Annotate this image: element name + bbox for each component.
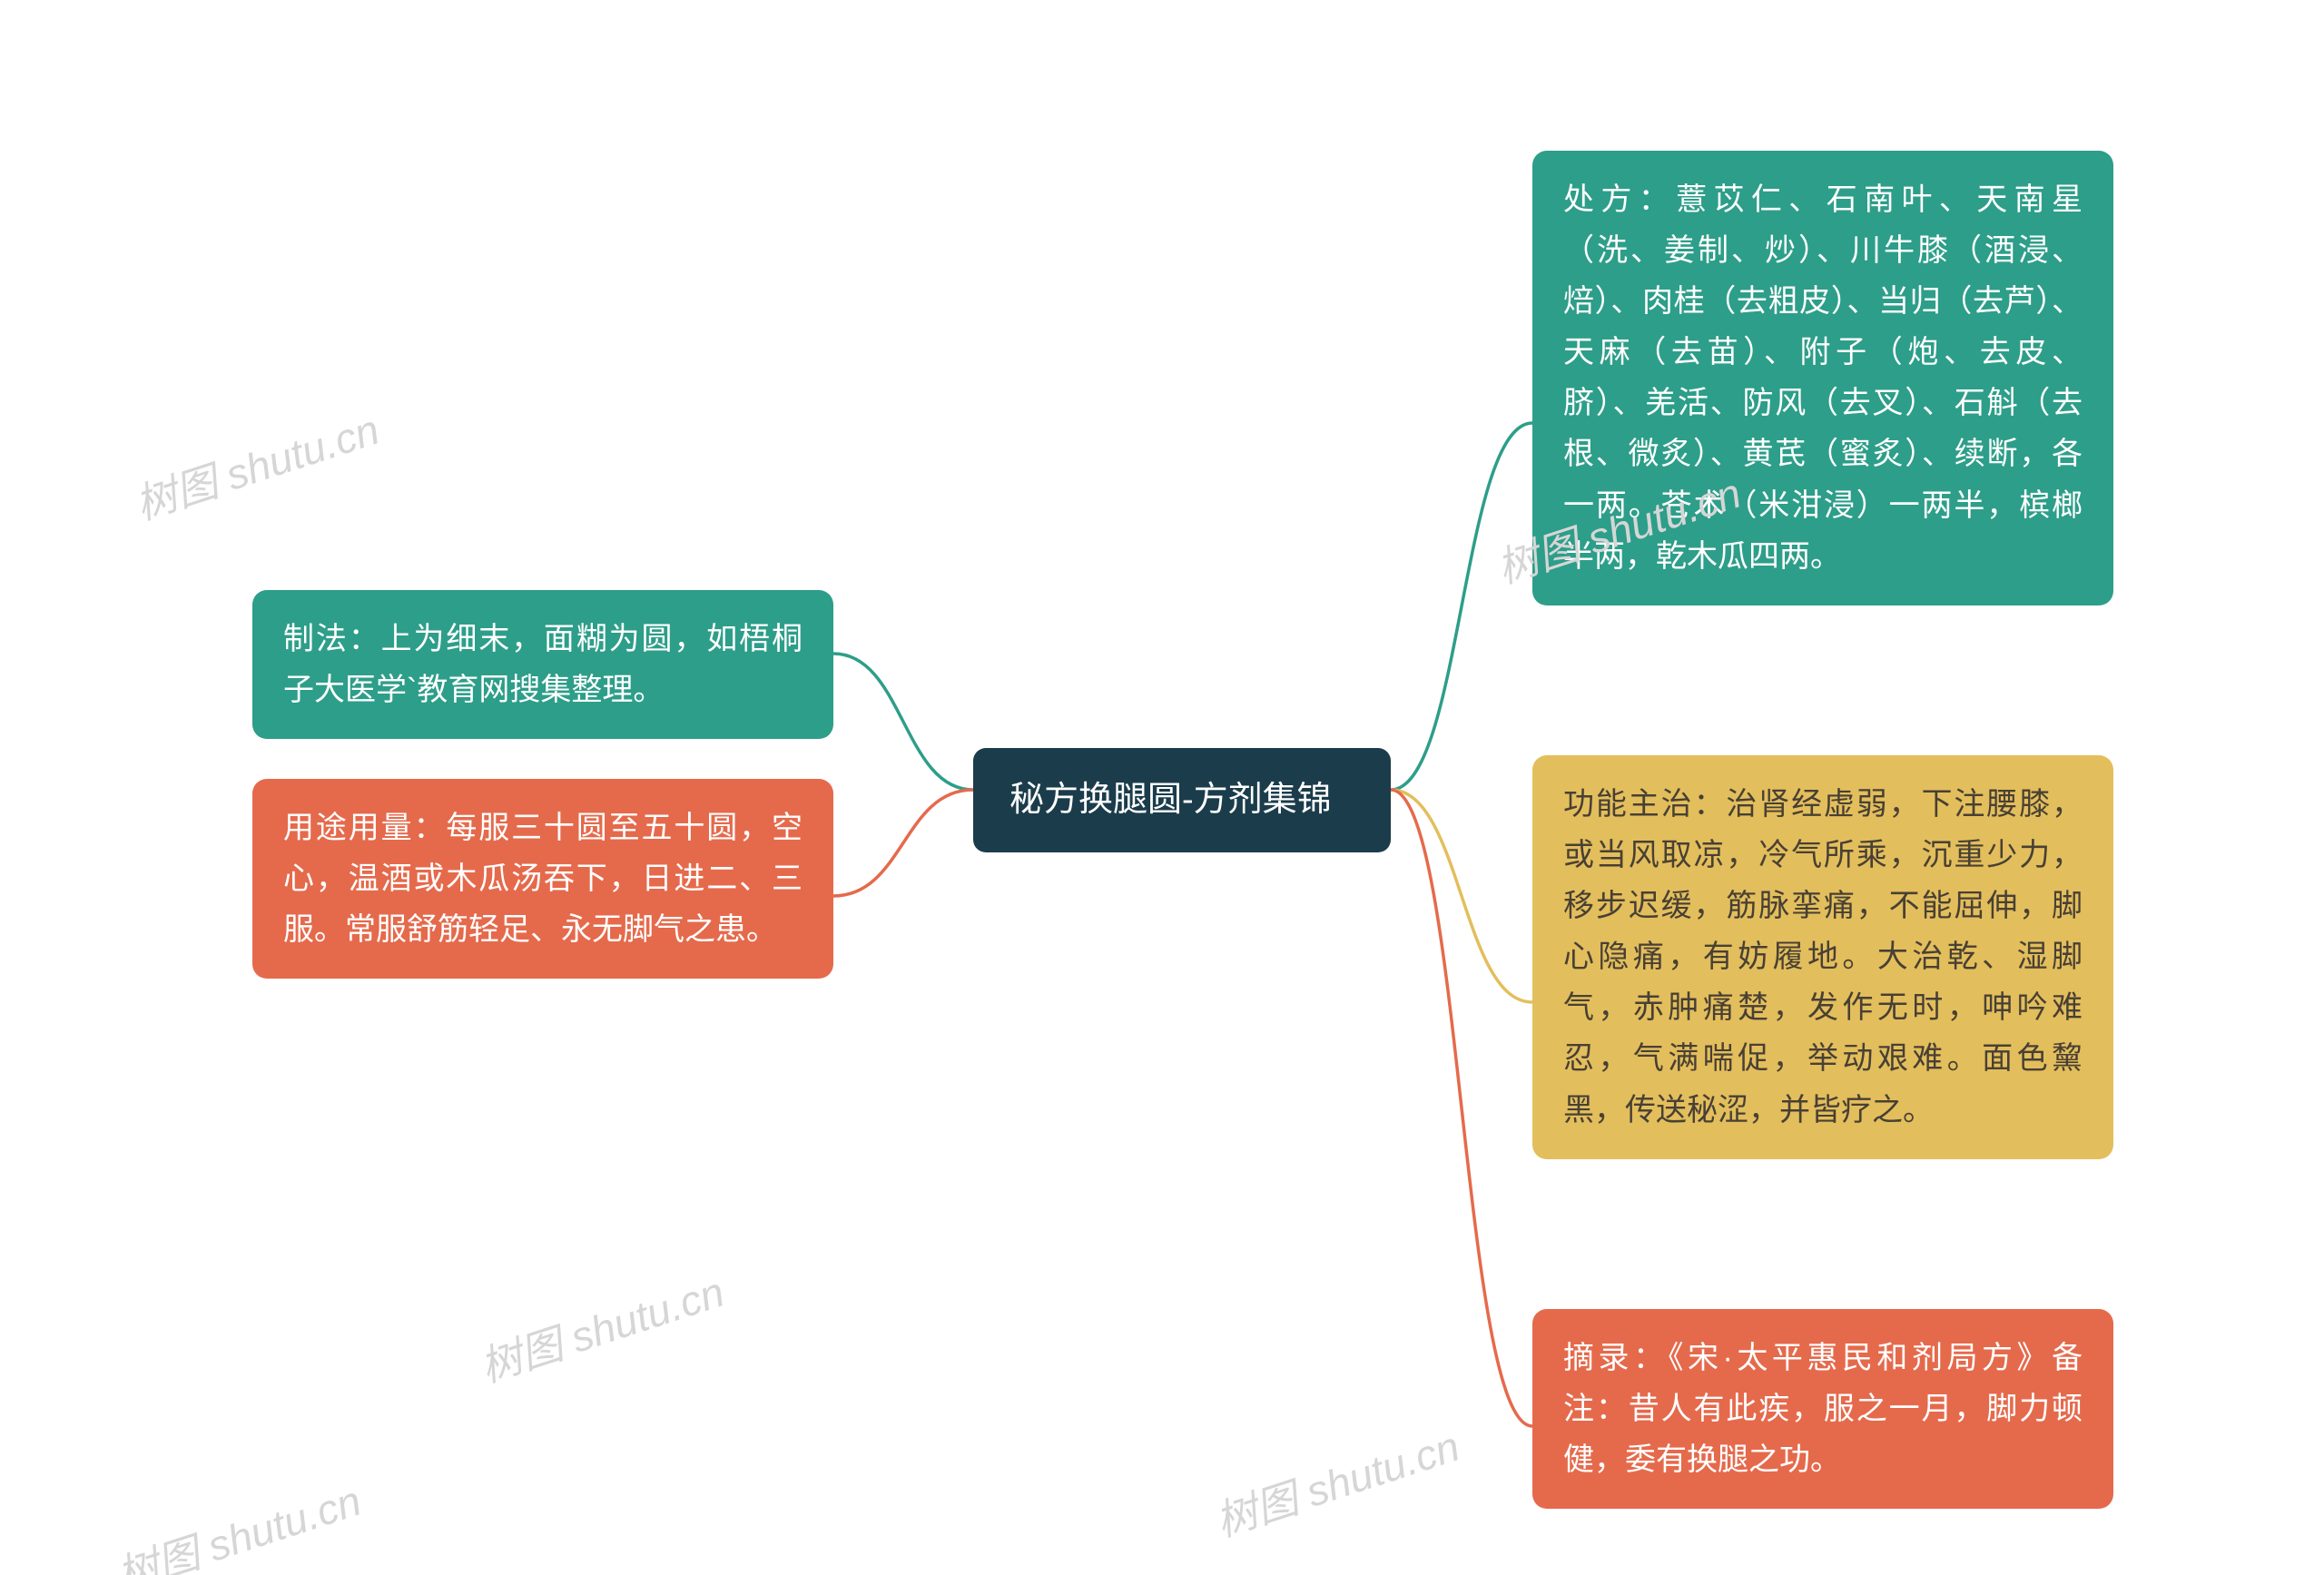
method-text: 制法：上为细末，面糊为圆，如梧桐子大医学`教育网搜集整理。 bbox=[283, 622, 803, 707]
excerpt-node: 摘录：《宋·太平惠民和剂局方》备注：昔人有此疾，服之一月，脚力顿健，委有换腿之功… bbox=[1532, 1309, 2113, 1509]
center-node: 秘方换腿圆-方剂集锦 bbox=[973, 748, 1391, 852]
function-node: 功能主治：治肾经虚弱，下注腰膝，或当风取凉，冷气所乘，沉重少力，移步迟缓，筋脉挛… bbox=[1532, 755, 2113, 1159]
center-label: 秘方换腿圆-方剂集锦 bbox=[1009, 781, 1332, 819]
usage-text: 用途用量：每服三十圆至五十圆，空心，温酒或木瓜汤吞下，日进二、三服。常服舒筋轻足… bbox=[283, 811, 803, 947]
usage-node: 用途用量：每服三十圆至五十圆，空心，温酒或木瓜汤吞下，日进二、三服。常服舒筋轻足… bbox=[252, 779, 833, 979]
function-text: 功能主治：治肾经虚弱，下注腰膝，或当风取凉，冷气所乘，沉重少力，移步迟缓，筋脉挛… bbox=[1563, 787, 2083, 1127]
excerpt-text: 摘录：《宋·太平惠民和剂局方》备注：昔人有此疾，服之一月，脚力顿健，委有换腿之功… bbox=[1563, 1341, 2083, 1477]
prescription-text: 处方：薏苡仁、石南叶、天南星（洗、姜制、炒）、川牛膝（酒浸、焙）、肉桂（去粗皮）… bbox=[1563, 182, 2083, 574]
prescription-node: 处方：薏苡仁、石南叶、天南星（洗、姜制、炒）、川牛膝（酒浸、焙）、肉桂（去粗皮）… bbox=[1532, 151, 2113, 605]
watermark: 树图 shutu.cn bbox=[1207, 1413, 1466, 1549]
watermark: 树图 shutu.cn bbox=[109, 1468, 368, 1575]
method-node: 制法：上为细末，面糊为圆，如梧桐子大医学`教育网搜集整理。 bbox=[252, 590, 833, 739]
watermark: 树图 shutu.cn bbox=[127, 397, 386, 532]
watermark: 树图 shutu.cn bbox=[472, 1259, 731, 1394]
